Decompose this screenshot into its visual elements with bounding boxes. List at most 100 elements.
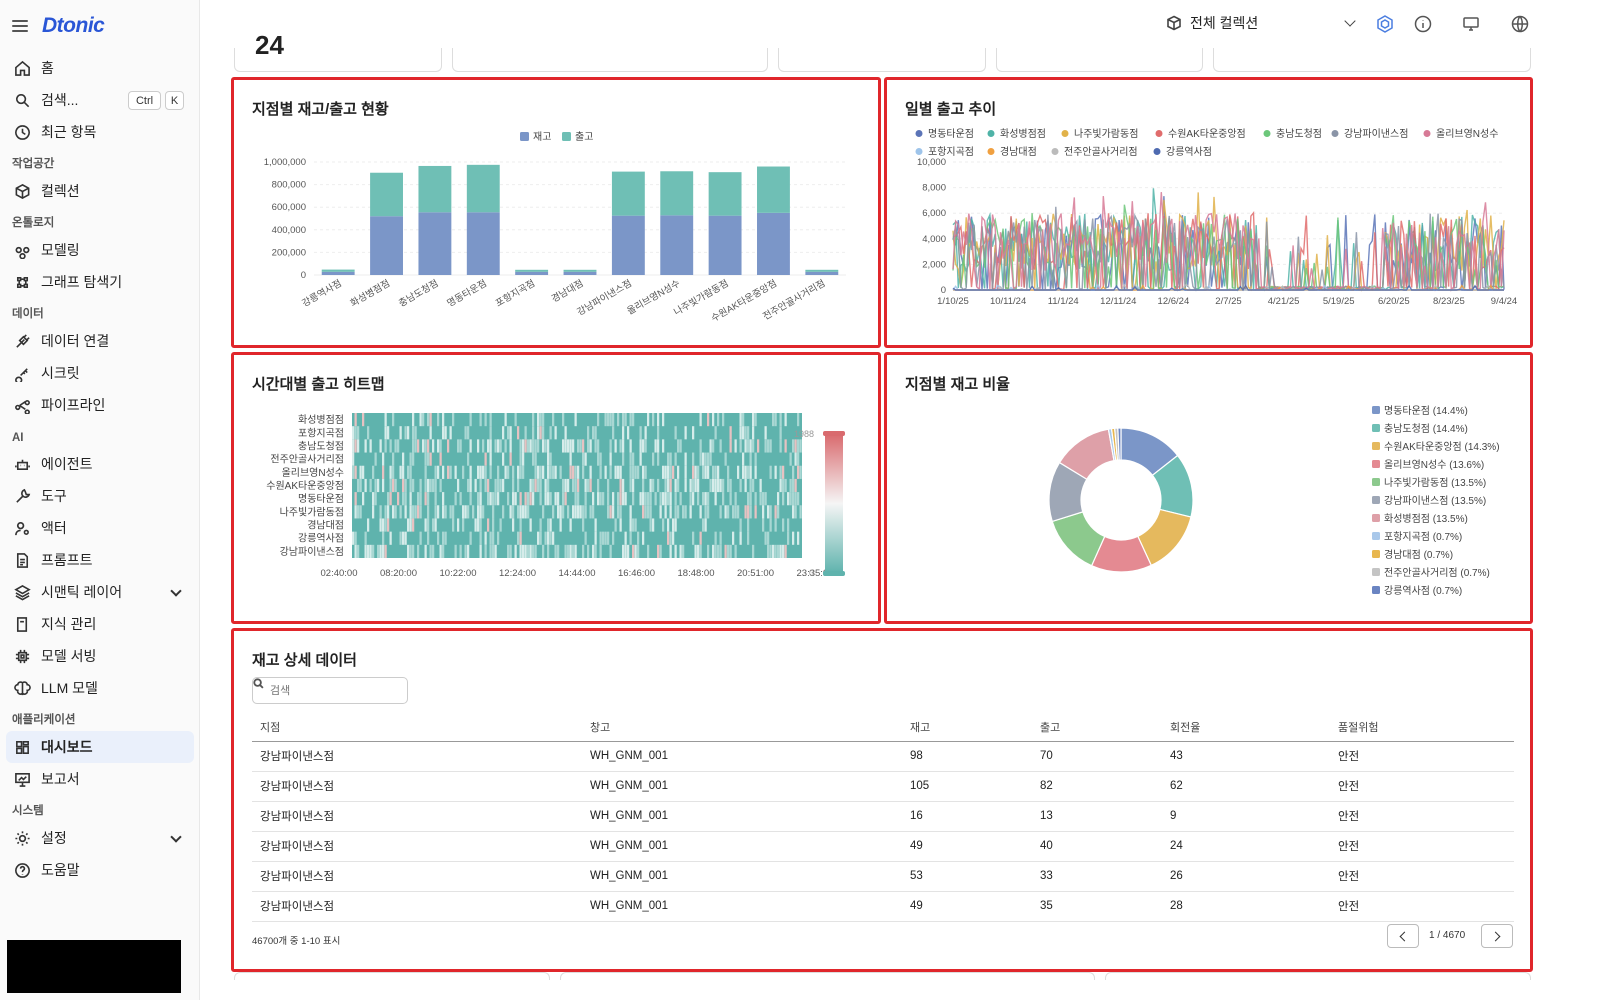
- heatmap-cell[interactable]: [447, 465, 450, 479]
- heatmap-cell[interactable]: [484, 478, 487, 493]
- bar[interactable]: [321, 271, 355, 275]
- heatmap-cell[interactable]: [622, 426, 625, 440]
- heatmap-cell[interactable]: [362, 413, 365, 427]
- heatmap-cell[interactable]: [727, 465, 730, 479]
- heatmap-cell[interactable]: [767, 531, 770, 545]
- heatmap-cell[interactable]: [657, 478, 660, 493]
- heatmap-cell[interactable]: [427, 478, 430, 493]
- heatmap-cell[interactable]: [524, 426, 527, 440]
- heatmap-cell[interactable]: [382, 465, 385, 479]
- heatmap-cell[interactable]: [407, 544, 410, 558]
- heatmap-cell[interactable]: [714, 478, 717, 493]
- table-search-field[interactable]: [252, 677, 408, 704]
- heatmap-cell[interactable]: [527, 544, 530, 558]
- heatmap-cell[interactable]: [432, 439, 435, 453]
- heatmap-cell[interactable]: [467, 478, 470, 493]
- heatmap-cell[interactable]: [612, 426, 615, 440]
- heatmap-cell[interactable]: [752, 413, 755, 427]
- heatmap-cell[interactable]: [779, 426, 782, 440]
- heatmap-cell[interactable]: [389, 492, 392, 506]
- heatmap-cell[interactable]: [354, 544, 357, 558]
- heatmap-cell[interactable]: [697, 465, 700, 479]
- collection-selector[interactable]: 전체 컬렉션: [1166, 13, 1258, 33]
- heatmap-cell[interactable]: [539, 492, 542, 506]
- heatmap-cell[interactable]: [734, 492, 737, 506]
- heatmap-cell[interactable]: [577, 439, 580, 453]
- column-header[interactable]: 창고: [582, 713, 902, 742]
- heatmap-cell[interactable]: [427, 439, 430, 453]
- heatmap-cell[interactable]: [389, 439, 392, 453]
- heatmap-cell[interactable]: [562, 492, 565, 506]
- heatmap-cell[interactable]: [769, 505, 772, 519]
- heatmap-cell[interactable]: [644, 426, 647, 440]
- heatmap-cell[interactable]: [694, 544, 697, 558]
- heatmap-cell[interactable]: [399, 426, 402, 440]
- heatmap-cell[interactable]: [477, 492, 480, 506]
- heatmap-cell[interactable]: [492, 518, 495, 532]
- heatmap-cell[interactable]: [702, 452, 705, 466]
- heatmap-cell[interactable]: [522, 452, 525, 466]
- heatmap-cell[interactable]: [357, 478, 360, 493]
- heatmap-cell[interactable]: [352, 439, 355, 453]
- sidebar-item-robot[interactable]: 에이전트: [0, 448, 200, 480]
- heatmap-cell[interactable]: [739, 439, 742, 453]
- heatmap-cell[interactable]: [599, 465, 602, 479]
- heatmap-cell[interactable]: [589, 505, 592, 519]
- heatmap-cell[interactable]: [539, 413, 542, 427]
- heatmap-cell[interactable]: [509, 426, 512, 440]
- heatmap-cell[interactable]: [534, 439, 537, 453]
- heatmap-cell[interactable]: [364, 478, 367, 493]
- heatmap-cell[interactable]: [722, 492, 725, 506]
- heatmap-cell[interactable]: [754, 452, 757, 466]
- heatmap-cell[interactable]: [589, 478, 592, 493]
- heatmap-cell[interactable]: [504, 413, 507, 427]
- heatmap-cell[interactable]: [677, 465, 680, 479]
- heatmap-cell[interactable]: [444, 531, 447, 545]
- heatmap-cell[interactable]: [642, 505, 645, 519]
- heatmap-cell[interactable]: [519, 465, 522, 479]
- heatmap-cell[interactable]: [684, 452, 687, 466]
- heatmap-cell[interactable]: [507, 426, 510, 440]
- table-row[interactable]: 강남파이낸스점 WH_GNM_001 105 82 62 안전: [252, 771, 1514, 802]
- heatmap-cell[interactable]: [437, 531, 440, 545]
- heatmap-cell[interactable]: [704, 452, 707, 466]
- heatmap-cell[interactable]: [699, 452, 702, 466]
- heatmap-cell[interactable]: [374, 478, 377, 493]
- heatmap-cell[interactable]: [519, 531, 522, 545]
- heatmap-cell[interactable]: [442, 531, 445, 545]
- heatmap-cell[interactable]: [479, 531, 482, 545]
- heatmap-cell[interactable]: [467, 426, 470, 440]
- heatmap-cell[interactable]: [727, 478, 730, 493]
- heatmap-cell[interactable]: [447, 439, 450, 453]
- bar[interactable]: [466, 212, 500, 275]
- heatmap-cell[interactable]: [642, 439, 645, 453]
- heatmap-cell[interactable]: [442, 413, 445, 427]
- heatmap-cell[interactable]: [539, 426, 542, 440]
- heatmap-cell[interactable]: [654, 492, 657, 506]
- heatmap-cell[interactable]: [779, 478, 782, 493]
- bar[interactable]: [418, 165, 452, 213]
- heatmap-cell[interactable]: [622, 492, 625, 506]
- heatmap-cell[interactable]: [384, 544, 387, 558]
- heatmap-cell[interactable]: [589, 465, 592, 479]
- heatmap-cell[interactable]: [642, 478, 645, 493]
- series-line[interactable]: [952, 192, 1505, 292]
- heatmap-cell[interactable]: [524, 439, 527, 453]
- heatmap-cell[interactable]: [484, 452, 487, 466]
- sidebar-item-key[interactable]: 시크릿: [0, 357, 200, 389]
- heatmap-cell[interactable]: [637, 544, 640, 558]
- heatmap-cell[interactable]: [387, 518, 390, 532]
- heatmap-cell[interactable]: [719, 505, 722, 519]
- heatmap-cell[interactable]: [502, 452, 505, 466]
- heatmap-cell[interactable]: [629, 518, 632, 532]
- heatmap-cell[interactable]: [722, 478, 725, 493]
- heatmap-cell[interactable]: [604, 465, 607, 479]
- heatmap-cell[interactable]: [564, 426, 567, 440]
- heatmap-cell[interactable]: [662, 465, 665, 479]
- heatmap-cell[interactable]: [537, 465, 540, 479]
- heatmap-cell[interactable]: [519, 492, 522, 506]
- heatmap-chart[interactable]: 화성병점점포항지곡점충남도청점전주안골사거리점올리브영N성수수원AK타운중앙점명…: [234, 355, 878, 621]
- heatmap-cell[interactable]: [792, 478, 795, 493]
- sidebar-item-dashboard[interactable]: 대시보드: [6, 731, 194, 763]
- heatmap-cell[interactable]: [587, 478, 590, 493]
